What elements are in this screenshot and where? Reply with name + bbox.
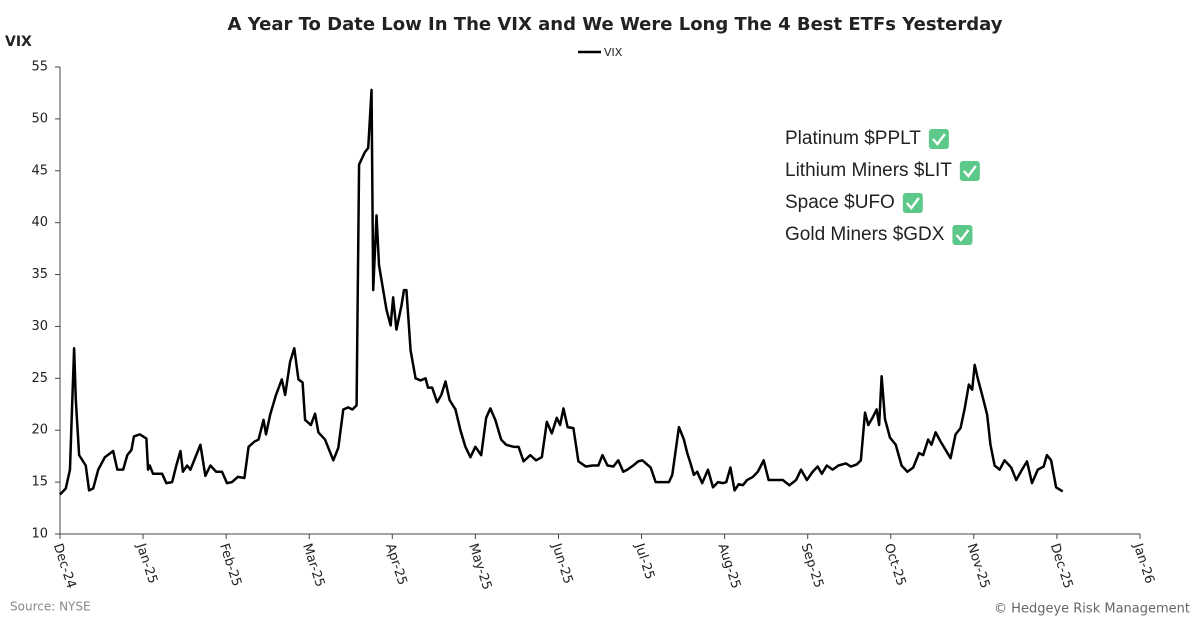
- y-tick-label: 15: [31, 475, 48, 490]
- annotation: Lithium Miners $LIT: [785, 160, 952, 181]
- y-tick-label: 35: [31, 267, 48, 282]
- y-tick-label: 30: [31, 319, 48, 334]
- y-tick-label: 45: [31, 163, 48, 178]
- y-tick-label: 50: [31, 111, 48, 126]
- x-tick-label: Jan-26: [1130, 541, 1157, 586]
- x-tick-label: May-25: [465, 542, 494, 592]
- x-tick-label: Jun-25: [548, 541, 575, 586]
- check-box: [959, 161, 980, 181]
- line: [59, 88, 1064, 496]
- x-tick-label: Aug-25: [714, 542, 743, 591]
- check-box: [902, 193, 923, 213]
- y-tick-label: 10: [31, 527, 48, 542]
- y-axis-label: VIX: [5, 34, 32, 50]
- check-mark: [931, 133, 946, 146]
- x-tick-label: Nov-25: [964, 542, 993, 591]
- y-tick-label: 20: [31, 423, 48, 438]
- check-mark: [905, 197, 920, 210]
- x-tick-label: Dec-25: [1047, 542, 1076, 591]
- x-tick-label: Jul-25: [631, 541, 657, 582]
- x-tick-label: Apr-25: [382, 542, 410, 587]
- annotation: Gold Miners $GDX: [785, 224, 945, 245]
- check-mark: [962, 165, 977, 178]
- chart-title: A Year To Date Low In The VIX and We Wer…: [228, 14, 1003, 35]
- annotation: Space $UFO: [785, 192, 895, 213]
- x-tick-label: Jan-25: [133, 541, 160, 586]
- legend-label: VIX: [604, 46, 623, 59]
- y-tick-label: 25: [31, 371, 48, 386]
- y-tick-label: 55: [31, 60, 48, 75]
- y-tick-label: 40: [31, 215, 48, 230]
- credit: © Hedgeye Risk Management: [994, 602, 1190, 617]
- x-tick-label: Feb-25: [216, 542, 244, 589]
- check-mark: [955, 229, 970, 242]
- x-tick-label: Sep-25: [798, 542, 826, 590]
- check-box: [952, 225, 973, 245]
- check-box: [928, 129, 949, 149]
- x-tick-label: Mar-25: [299, 542, 327, 589]
- x-tick-label: Oct-25: [881, 542, 909, 588]
- annotation: Platinum $PPLT: [785, 128, 921, 149]
- source: Source: NYSE: [10, 600, 91, 614]
- x-tick-label: Dec-24: [50, 542, 79, 591]
